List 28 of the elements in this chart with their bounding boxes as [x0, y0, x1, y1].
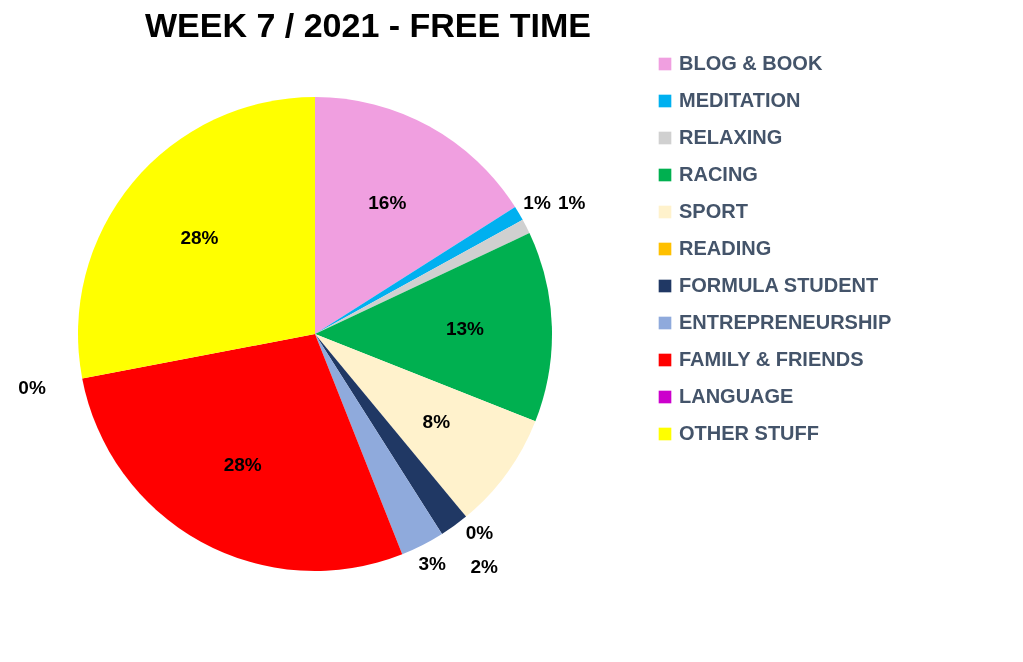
data-label: 28% — [180, 227, 219, 249]
data-label: 3% — [418, 552, 446, 574]
legend-label: FORMULA STUDENT — [679, 274, 879, 296]
data-label: 16% — [368, 191, 407, 213]
legend-label: RACING — [679, 163, 758, 185]
text: 0% — [465, 521, 494, 543]
legend-label: LANGUAGE — [679, 385, 794, 407]
pie-slice — [315, 334, 467, 535]
data-label: 28% — [223, 454, 262, 476]
legend-label: BLOG & BOOK — [679, 52, 823, 74]
pie-slice — [315, 334, 536, 517]
legend-label: READING — [679, 237, 772, 259]
pie-slice — [78, 97, 315, 379]
legend-label: OTHER STUFF — [679, 422, 819, 444]
pie-slice — [315, 97, 516, 334]
legend-label: SPORT — [679, 200, 748, 222]
pie-slice — [82, 334, 403, 571]
data-label: 13% — [445, 318, 485, 340]
legend-label: ENTREPRENEURSHIP — [679, 311, 892, 333]
legend-label: FAMILY & FRIENDS — [679, 348, 864, 370]
data-label: 1% — [523, 191, 551, 213]
data-label: 2% — [470, 556, 499, 577]
legend-label: MEDITATION — [679, 89, 801, 111]
legend-label: RELAXING — [679, 126, 783, 148]
text: 0% — [18, 376, 46, 398]
data-label: 1% — [557, 192, 586, 214]
data-label: 8% — [422, 411, 451, 433]
chart-title: WEEK 7 / 2021 - FREE TIME — [145, 6, 591, 44]
